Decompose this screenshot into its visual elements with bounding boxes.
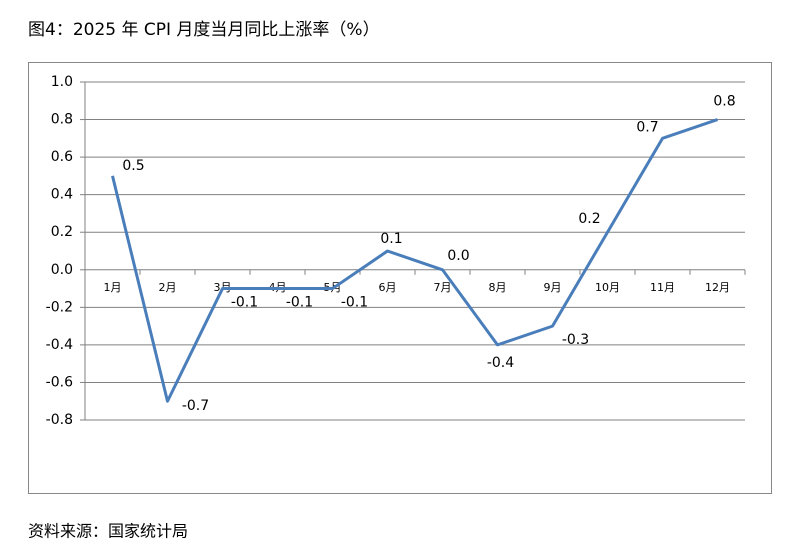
y-tick-label: 0.8 xyxy=(51,112,73,128)
data-label: 0.0 xyxy=(447,248,469,264)
x-tick-label: 9月 xyxy=(544,281,562,294)
data-label: 0.2 xyxy=(578,211,600,227)
data-label: -0.4 xyxy=(487,355,514,371)
y-tick-label: 0.4 xyxy=(51,187,73,203)
data-label: -0.1 xyxy=(341,295,368,311)
y-tick-label: -0.6 xyxy=(46,374,73,390)
data-label: -0.7 xyxy=(182,398,209,414)
x-tick-label: 11月 xyxy=(650,281,675,294)
line-series xyxy=(111,118,718,403)
x-tick-label: 7月 xyxy=(434,281,452,294)
x-tick-label: 2月 xyxy=(159,281,177,294)
y-tick-label: 0.2 xyxy=(51,224,73,240)
data-label: -0.1 xyxy=(286,295,313,311)
data-label: -0.3 xyxy=(562,332,589,348)
data-label: 0.5 xyxy=(122,158,144,174)
y-tick-label: -0.4 xyxy=(46,337,73,353)
data-label: -0.1 xyxy=(231,295,258,311)
data-label: 0.1 xyxy=(380,231,402,247)
chart-frame xyxy=(28,62,772,494)
y-tick-label: -0.2 xyxy=(46,299,73,315)
source-note: 资料来源：国家统计局 xyxy=(28,522,188,541)
chart-title: 图4：2025 年 CPI 月度当月同比上涨率（%） xyxy=(28,20,380,40)
data-label: 0.7 xyxy=(636,119,658,135)
y-tick-label: 0.6 xyxy=(51,149,73,165)
y-tick-label: -0.8 xyxy=(46,412,73,428)
x-tick-label: 10月 xyxy=(595,281,620,294)
x-tick-label: 6月 xyxy=(379,281,397,294)
y-tick-label: 1.0 xyxy=(51,74,73,90)
x-tick-label: 1月 xyxy=(104,281,122,294)
x-tick-label: 12月 xyxy=(705,281,730,294)
x-tick-label: 8月 xyxy=(489,281,507,294)
y-tick-label: 0.0 xyxy=(51,262,73,278)
data-label: 0.8 xyxy=(713,94,735,110)
